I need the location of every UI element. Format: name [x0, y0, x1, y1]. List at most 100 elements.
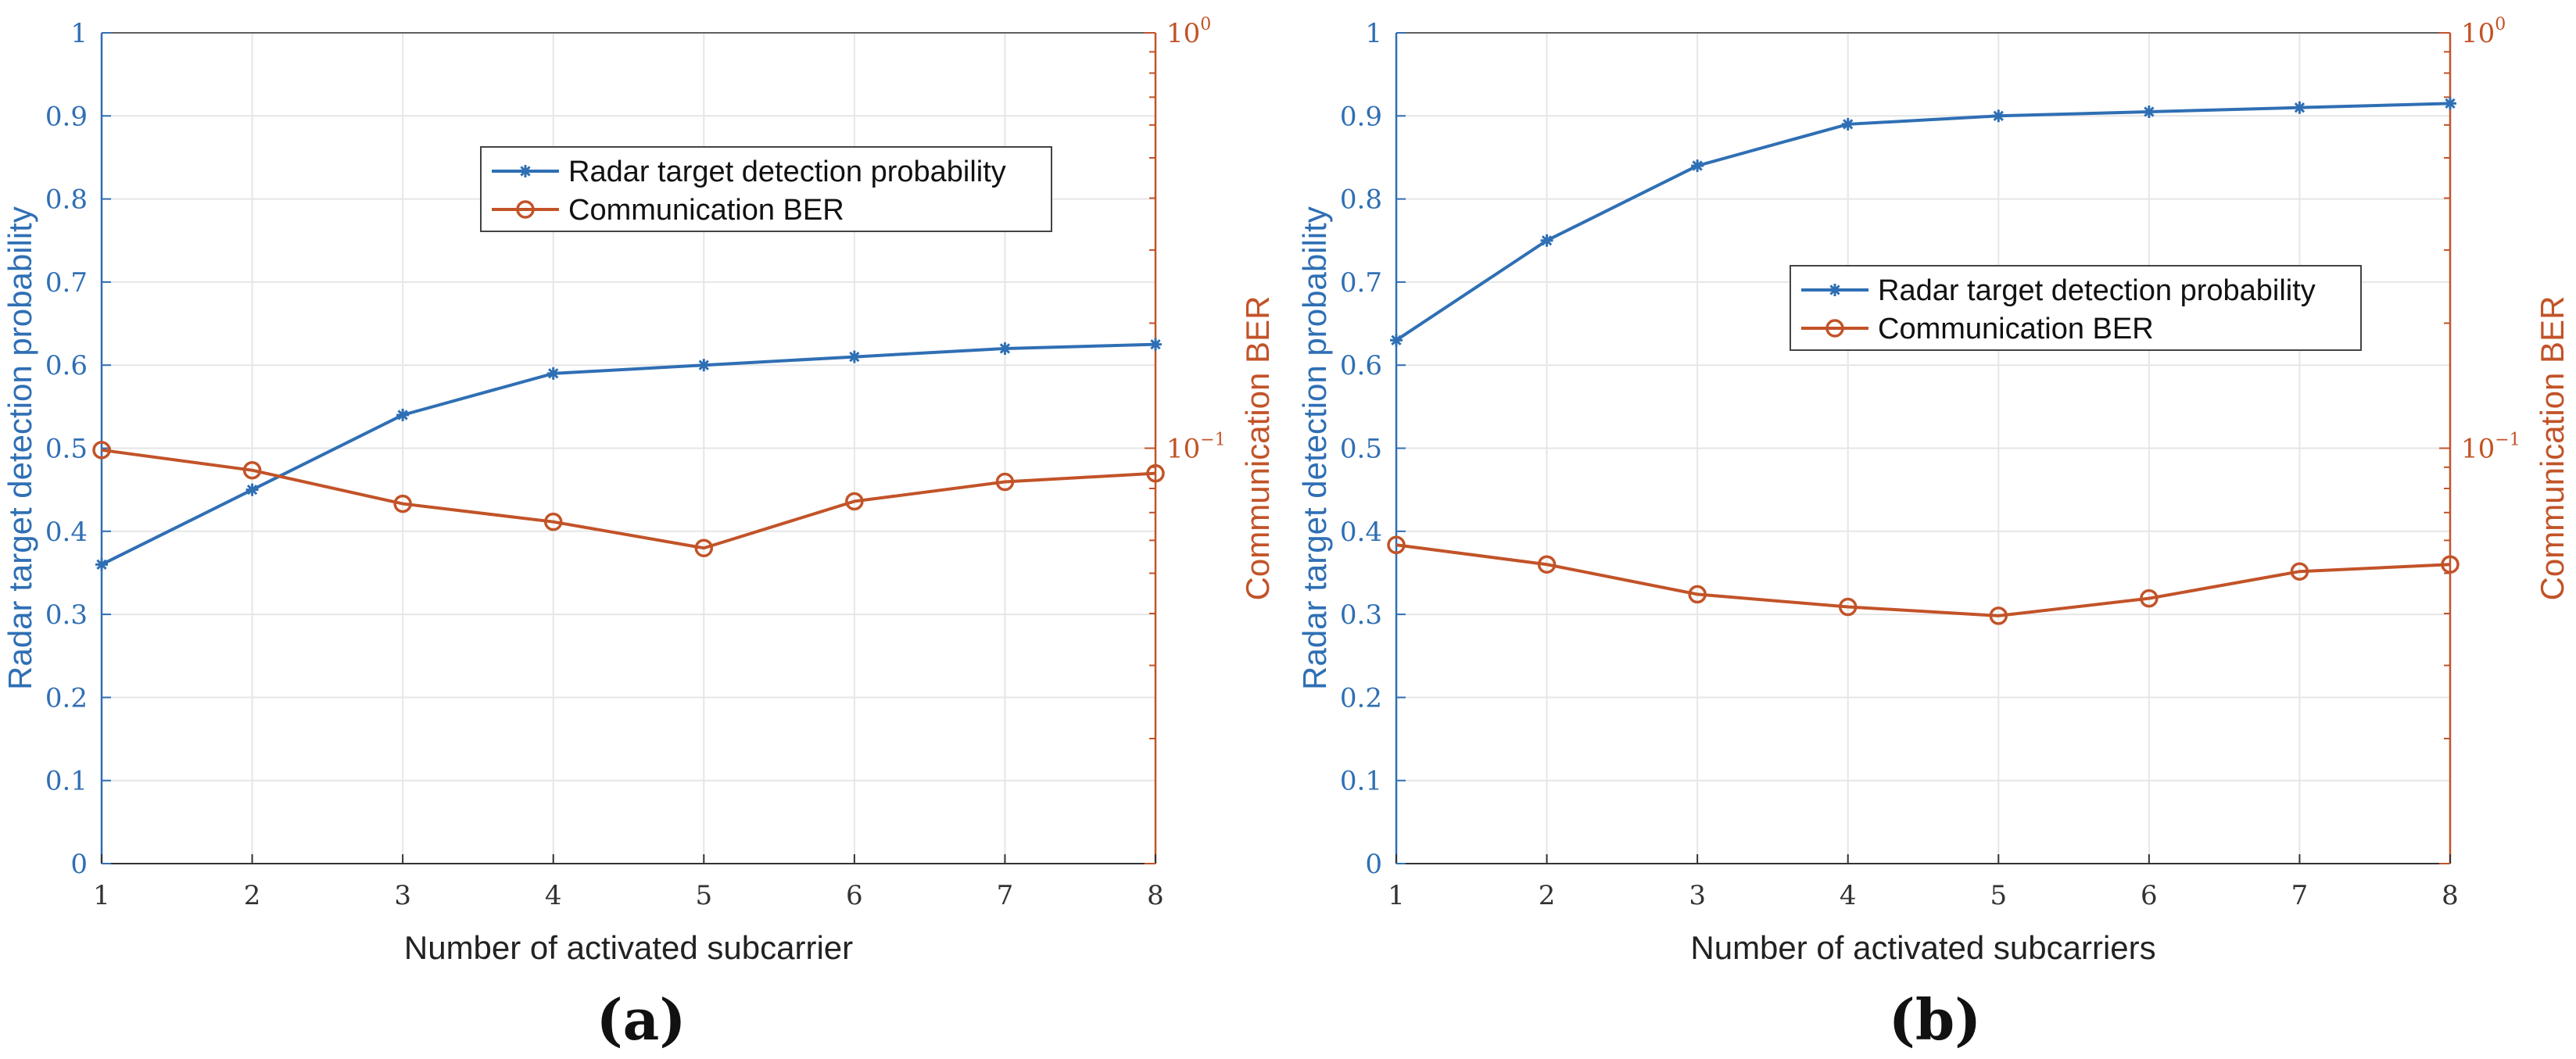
left-tick-label: 0.7 [1340, 267, 1382, 299]
left-tick-label: 0.9 [45, 101, 88, 132]
x-tick-label: 4 [1840, 880, 1857, 911]
asterisk-marker [1992, 109, 2005, 123]
grid [1395, 32, 2451, 864]
x-tick-label: 5 [695, 880, 712, 911]
circle-marker [242, 460, 262, 480]
circle-marker [393, 494, 412, 513]
x-axis-label: Number of activated subcarriers [1690, 929, 2155, 966]
circle-marker [1387, 535, 1406, 555]
ber-line [101, 448, 1156, 550]
circle-marker [1537, 555, 1557, 574]
x-tick-label: 1 [1388, 880, 1405, 911]
x-tick-label: 6 [846, 880, 863, 911]
legend: Radar target detection probability Commun… [1790, 265, 2362, 351]
asterisk-marker [1540, 234, 1553, 247]
right-tick-label: 10−1 [2461, 431, 2520, 465]
right-y-axis-label: Communication BER [2534, 296, 2571, 601]
circle-marker [2290, 562, 2309, 581]
ber-series [92, 441, 1165, 557]
left-tick-label: 0.3 [1340, 599, 1382, 631]
x-tick-label: 4 [545, 880, 562, 911]
left-tick-label: 0.4 [45, 517, 88, 548]
asterisk-marker [2293, 101, 2306, 114]
x-tick-label: 2 [1539, 880, 1556, 911]
left-tick-label: 0.1 [1340, 766, 1382, 797]
asterisk-marker [1841, 117, 1854, 131]
x-axis-label: Number of activated subcarrier [404, 929, 853, 966]
legend-box [480, 146, 1052, 232]
x-tick-label: 3 [1689, 880, 1706, 911]
legend-entry: Communication BER [1878, 313, 2154, 345]
circle-marker [995, 472, 1015, 492]
legend-entry: Radar target detection probability [568, 156, 1006, 188]
x-tick-label: 7 [997, 880, 1014, 911]
right-tick-label: 10−1 [1166, 431, 1226, 465]
left-tick-label: 0.5 [45, 434, 88, 465]
radar-line [1395, 102, 2451, 342]
left-tick-label: 0.2 [1340, 682, 1382, 714]
radar-series [1390, 97, 2456, 347]
left-tick-label: 0.1 [45, 766, 88, 797]
asterisk-marker [1829, 284, 1841, 296]
left-tick-label: 0.9 [1340, 101, 1382, 132]
x-tick-label: 8 [1147, 880, 1164, 911]
left-y-axis-label: Radar target detection probability [1296, 206, 1333, 690]
x-tick-label: 2 [244, 880, 261, 911]
asterisk-marker [1390, 334, 1403, 347]
left-tick-label: 0.3 [45, 599, 88, 631]
asterisk-marker [1691, 159, 1704, 173]
circle-marker [1146, 463, 1165, 483]
left-tick-label: 1 [70, 18, 88, 49]
asterisk-marker [2142, 105, 2155, 118]
legend-entry: Radar target detection probability [1878, 274, 2316, 307]
left-tick-label: 0.6 [45, 350, 88, 381]
circle-marker [845, 492, 864, 511]
circle-marker [543, 512, 563, 531]
asterisk-marker [546, 367, 560, 380]
circle-marker [1989, 606, 2008, 625]
asterisk-marker [1149, 338, 1162, 351]
x-tick-label: 3 [394, 880, 411, 911]
left-tick-label: 0.5 [1340, 434, 1382, 465]
ber-line [1395, 543, 2451, 617]
x-tick-label: 1 [93, 880, 110, 911]
circle-marker [1838, 597, 1858, 617]
circle-marker [1688, 585, 1707, 604]
circle-marker [2140, 589, 2159, 608]
left-tick-label: 1 [1365, 18, 1382, 49]
ber-series [1387, 535, 2460, 625]
left-tick-label: 0.7 [45, 267, 88, 299]
circle-marker [92, 441, 111, 460]
asterisk-marker [519, 165, 532, 177]
circle-marker [1825, 319, 1844, 338]
left-tick-label: 0.4 [1340, 517, 1382, 548]
left-tick-label: 0.2 [45, 682, 88, 714]
chart-panel-b: 1 2 3 4 5 6 7 8 0 0.1 0.2 0.3 0.4 0.5 0.6 0.7 0.8 0.9 1 100… [1296, 15, 2571, 1053]
asterisk-marker [95, 558, 108, 571]
x-tick-label: 7 [2291, 880, 2309, 911]
asterisk-marker [998, 342, 1012, 355]
x-tick-label: 8 [2442, 880, 2459, 911]
left-tick-label: 0.6 [1340, 350, 1382, 381]
right-tick-label: 100 [2461, 15, 2506, 49]
asterisk-marker [697, 359, 711, 372]
legend-entry: Communication BER [568, 194, 844, 227]
left-tick-label: 0.8 [45, 184, 88, 216]
circle-marker [2441, 555, 2460, 574]
asterisk-marker [245, 483, 259, 496]
x-tick-label: 6 [2141, 880, 2158, 911]
right-y-axis-label: Communication BER [1239, 296, 1276, 601]
left-tick-label: 0 [1365, 849, 1382, 880]
left-tick-label: 0.8 [1340, 184, 1382, 216]
asterisk-marker [847, 350, 861, 363]
legend: Radar target detection probability Commun… [480, 146, 1052, 232]
circle-marker [516, 200, 535, 219]
chart-panel-a: 1 2 3 4 5 6 7 8 0 0.1 0.2 0.3 0.4 0.5 0.6 0.7 0.8 0.9 1 100… [2, 15, 1276, 1053]
x-tick-label: 5 [1990, 880, 2007, 911]
left-y-axis-label: Radar target detection probability [2, 206, 38, 690]
left-tick-label: 0 [70, 849, 88, 880]
circle-marker [694, 538, 714, 557]
asterisk-marker [396, 408, 410, 421]
asterisk-marker [2444, 97, 2456, 110]
